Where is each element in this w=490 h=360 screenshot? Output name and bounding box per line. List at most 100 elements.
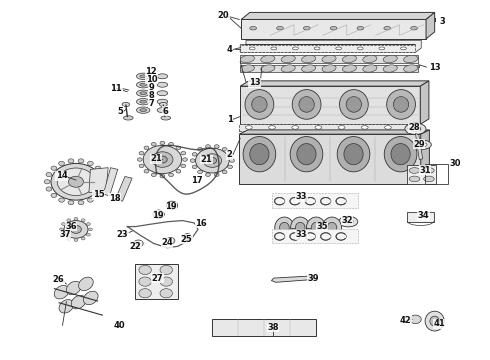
Circle shape [192,153,197,156]
Ellipse shape [83,291,98,305]
Ellipse shape [401,47,406,50]
Ellipse shape [393,97,409,112]
Ellipse shape [344,144,363,165]
Ellipse shape [250,144,269,165]
Text: 26: 26 [53,275,65,284]
Circle shape [143,145,182,174]
Text: 15: 15 [93,190,104,199]
Circle shape [87,233,90,236]
Text: 31: 31 [419,166,431,175]
Circle shape [87,223,90,225]
Ellipse shape [137,82,150,88]
Circle shape [160,141,165,145]
Ellipse shape [327,222,337,233]
Circle shape [57,168,95,195]
Circle shape [62,223,65,225]
Ellipse shape [54,285,69,299]
Circle shape [153,210,164,219]
Ellipse shape [292,126,298,129]
Ellipse shape [404,65,418,72]
Ellipse shape [362,126,368,129]
Circle shape [197,148,202,151]
Ellipse shape [336,47,342,50]
Text: 19: 19 [165,202,176,211]
Circle shape [160,289,172,298]
Ellipse shape [357,26,364,30]
Ellipse shape [409,176,420,182]
Circle shape [59,198,65,202]
Ellipse shape [261,55,275,63]
Text: 14: 14 [56,171,68,180]
Circle shape [160,265,172,275]
Circle shape [230,159,234,162]
Polygon shape [239,130,429,134]
Text: 36: 36 [65,222,77,231]
Ellipse shape [249,47,255,50]
Ellipse shape [261,65,275,72]
Ellipse shape [157,74,168,79]
Ellipse shape [303,26,310,30]
Ellipse shape [71,296,86,309]
Bar [240,55,418,63]
Ellipse shape [430,316,440,326]
Circle shape [100,172,106,177]
Text: 16: 16 [195,219,207,228]
Text: 17: 17 [191,176,203,185]
Circle shape [46,187,52,191]
Circle shape [74,239,78,242]
Text: 19: 19 [152,211,164,220]
Ellipse shape [314,47,320,50]
Circle shape [139,277,151,286]
Circle shape [169,143,173,146]
Text: 39: 39 [307,274,319,283]
Circle shape [222,148,227,151]
Circle shape [137,158,142,161]
Ellipse shape [338,126,345,129]
Polygon shape [103,168,118,196]
Circle shape [160,277,172,286]
Bar [407,165,436,184]
Bar [272,229,358,243]
Ellipse shape [277,26,283,30]
Text: 40: 40 [113,321,125,330]
Text: 2: 2 [227,150,233,159]
Ellipse shape [339,216,358,227]
Circle shape [51,166,57,170]
Text: 30: 30 [450,158,461,167]
Ellipse shape [411,26,417,30]
Text: 38: 38 [267,323,279,332]
Polygon shape [239,134,421,184]
Ellipse shape [322,55,336,63]
Text: 11: 11 [110,84,122,93]
Circle shape [156,212,161,216]
Ellipse shape [245,90,274,119]
Ellipse shape [243,136,276,172]
Text: 6: 6 [163,107,169,116]
Text: 8: 8 [148,91,154,100]
Ellipse shape [357,47,363,50]
Text: 18: 18 [109,194,120,203]
Ellipse shape [408,126,415,129]
Ellipse shape [391,144,410,165]
Bar [240,45,416,52]
Ellipse shape [299,97,314,112]
Circle shape [228,153,232,156]
Circle shape [214,145,219,148]
Ellipse shape [271,47,277,50]
Circle shape [88,161,93,166]
Polygon shape [240,86,420,124]
Ellipse shape [157,82,168,87]
Ellipse shape [161,116,171,120]
Text: 13: 13 [249,78,260,87]
Ellipse shape [160,102,167,107]
Circle shape [51,193,57,198]
Text: 7: 7 [148,99,154,108]
Ellipse shape [315,126,322,129]
Circle shape [166,238,175,244]
Ellipse shape [379,47,385,50]
Ellipse shape [330,26,337,30]
Text: 23: 23 [117,230,128,239]
Circle shape [46,172,52,177]
Bar [407,212,434,222]
Ellipse shape [240,55,254,63]
